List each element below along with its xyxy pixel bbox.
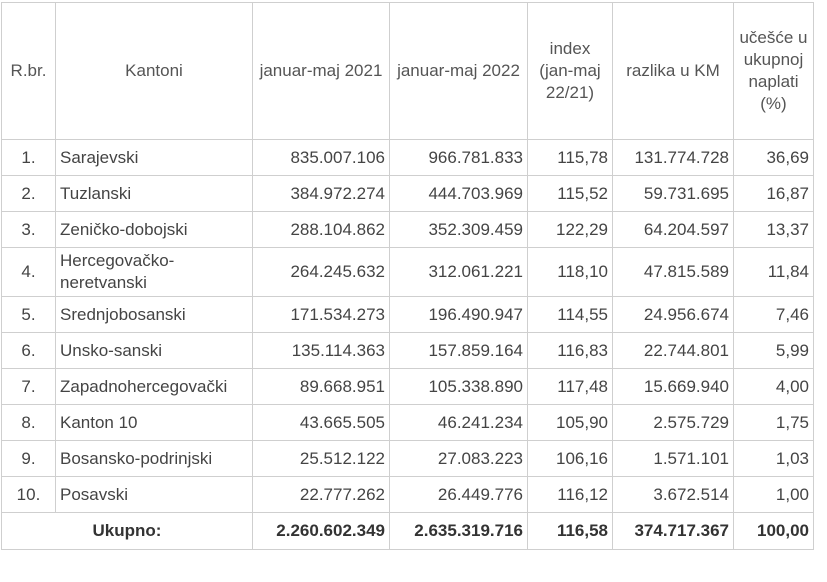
table-cell: 118,10: [527, 247, 613, 297]
table-cell: 16,87: [733, 175, 814, 212]
table-cell: 171.534.273: [252, 296, 390, 333]
table-row: 8. Kanton 10 43.665.505 46.241.234 105,90 2.5…: [1, 404, 814, 441]
table-row: 3. Zeničko-dobojski 288.104.862 352.309.459…: [1, 211, 814, 248]
table-cell: 7,46: [733, 296, 814, 333]
table-cell: 135.114.363: [252, 332, 390, 369]
table-cell: Zeničko-dobojski: [55, 211, 253, 248]
table-row: 9. Bosansko-podrinjski 25.512.122 27.083.22…: [1, 440, 814, 477]
table-cell: 9.: [1, 440, 56, 477]
table-cell: 25.512.122: [252, 440, 390, 477]
table-cell: 1,03: [733, 440, 814, 477]
header-cell: razlika u KM: [612, 2, 734, 140]
header-cell: Kantoni: [55, 2, 253, 140]
table-cell: 2.575.729: [612, 404, 734, 441]
total-cell: 2.260.602.349: [252, 512, 390, 550]
table-cell: 117,48: [527, 368, 613, 405]
table-row: 4. Hercegovačko-neretvanski 264.245.632 312…: [1, 247, 814, 297]
table-cell: 1,75: [733, 404, 814, 441]
table-body: 1. Sarajevski 835.007.106 966.781.833 115,78…: [1, 139, 814, 550]
table-row: 10. Posavski 22.777.262 26.449.776 116,12 3.6…: [1, 476, 814, 513]
table-cell: 116,83: [527, 332, 613, 369]
table-cell: 384.972.274: [252, 175, 390, 212]
table-row: 1. Sarajevski 835.007.106 966.781.833 115,78…: [1, 139, 814, 176]
table-cell: 105.338.890: [389, 368, 528, 405]
header-cell: index (jan-maj 22/21): [527, 2, 613, 140]
table-cell: 7.: [1, 368, 56, 405]
header-row: R.br. Kantoni januar-maj 2021 januar-maj 20…: [1, 2, 814, 140]
table-cell: 3.672.514: [612, 476, 734, 513]
table-cell: 4.: [1, 247, 56, 297]
table-cell: 444.703.969: [389, 175, 528, 212]
total-cell: 374.717.367: [612, 512, 734, 550]
table-cell: 114,55: [527, 296, 613, 333]
total-cell: 116,58: [527, 512, 613, 550]
table-cell: 131.774.728: [612, 139, 734, 176]
table-cell: 2.: [1, 175, 56, 212]
table-cell: 1.571.101: [612, 440, 734, 477]
table-cell: 15.669.940: [612, 368, 734, 405]
table-cell: 835.007.106: [252, 139, 390, 176]
table-cell: 89.668.951: [252, 368, 390, 405]
table-cell: Zapadnohercegovački: [55, 368, 253, 405]
total-label: Ukupno:: [1, 512, 253, 550]
table-cell: Kanton 10: [55, 404, 253, 441]
table-cell: 3.: [1, 211, 56, 248]
table-cell: 36,69: [733, 139, 814, 176]
header-cell: januar-maj 2022: [389, 2, 528, 140]
table-cell: 6.: [1, 332, 56, 369]
header-cell: R.br.: [1, 2, 56, 140]
table-cell: 27.083.223: [389, 440, 528, 477]
table-cell: 24.956.674: [612, 296, 734, 333]
table-cell: 106,16: [527, 440, 613, 477]
table-cell: 105,90: [527, 404, 613, 441]
table-cell: Tuzlanski: [55, 175, 253, 212]
table-cell: 47.815.589: [612, 247, 734, 297]
table-row: 7. Zapadnohercegovački 89.668.951 105.338.8…: [1, 368, 814, 405]
table-cell: 11,84: [733, 247, 814, 297]
table-cell: 1,00: [733, 476, 814, 513]
table-cell: 22.777.262: [252, 476, 390, 513]
table-cell: 264.245.632: [252, 247, 390, 297]
table-cell: Posavski: [55, 476, 253, 513]
table-cell: 4,00: [733, 368, 814, 405]
table-cell: 8.: [1, 404, 56, 441]
total-cell: 2.635.319.716: [389, 512, 528, 550]
total-cell: 100,00: [733, 512, 814, 550]
table-cell: 59.731.695: [612, 175, 734, 212]
table-cell: 122,29: [527, 211, 613, 248]
table-cell: 115,52: [527, 175, 613, 212]
table-cell: 1.: [1, 139, 56, 176]
revenue-table: R.br. Kantoni januar-maj 2021 januar-maj 20…: [1, 2, 814, 550]
table-cell: Sarajevski: [55, 139, 253, 176]
table-cell: 43.665.505: [252, 404, 390, 441]
table-cell: 288.104.862: [252, 211, 390, 248]
table-cell: 22.744.801: [612, 332, 734, 369]
table-cell: 966.781.833: [389, 139, 528, 176]
table-cell: 115,78: [527, 139, 613, 176]
header-cell: učešće u ukupnoj naplati (%): [733, 2, 814, 140]
table-cell: 312.061.221: [389, 247, 528, 297]
table-cell: 5.: [1, 296, 56, 333]
table-cell: 10.: [1, 476, 56, 513]
table-cell: 352.309.459: [389, 211, 528, 248]
table-cell: Srednjobosanski: [55, 296, 253, 333]
table-cell: Bosansko-podrinjski: [55, 440, 253, 477]
header-cell: januar-maj 2021: [252, 2, 390, 140]
table-cell: 26.449.776: [389, 476, 528, 513]
table-cell: 46.241.234: [389, 404, 528, 441]
table-row: 6. Unsko-sanski 135.114.363 157.859.164 116,…: [1, 332, 814, 369]
table-cell: 157.859.164: [389, 332, 528, 369]
table-cell: 196.490.947: [389, 296, 528, 333]
total-row: Ukupno: 2.260.602.349 2.635.319.716 116,58 3…: [1, 512, 814, 550]
table-cell: 13,37: [733, 211, 814, 248]
table-cell: Hercegovačko-neretvanski: [55, 247, 253, 297]
table-cell: Unsko-sanski: [55, 332, 253, 369]
table-cell: 64.204.597: [612, 211, 734, 248]
table-cell: 5,99: [733, 332, 814, 369]
table-row: 2. Tuzlanski 384.972.274 444.703.969 115,52 5…: [1, 175, 814, 212]
table-cell: 116,12: [527, 476, 613, 513]
table-row: 5. Srednjobosanski 171.534.273 196.490.947 1…: [1, 296, 814, 333]
